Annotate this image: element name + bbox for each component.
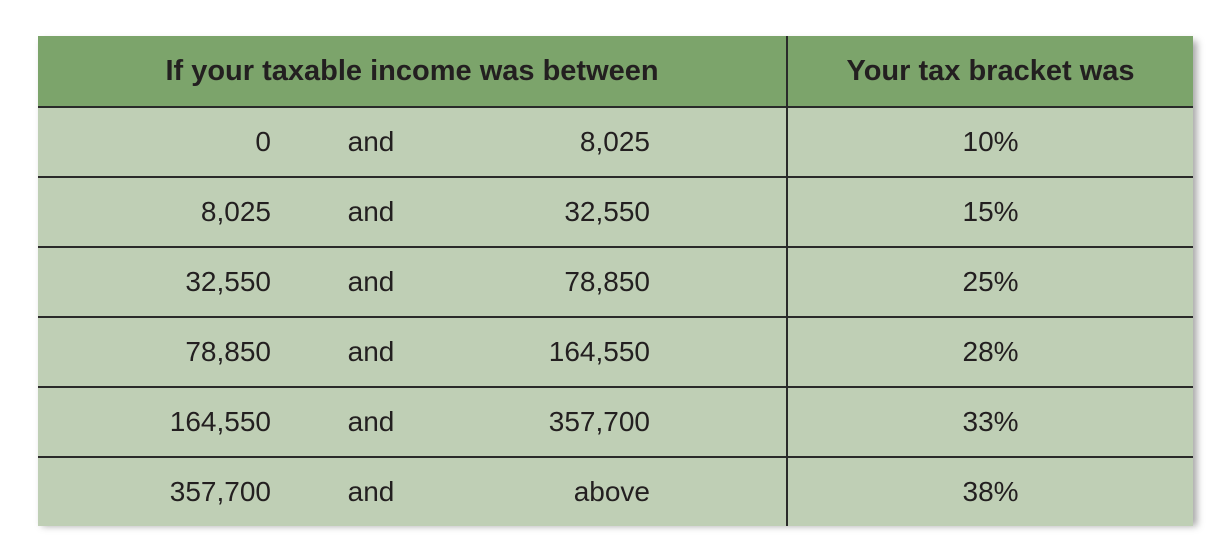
tax-bracket-table-container: If your taxable income was between Your … <box>38 36 1194 526</box>
tax-bracket-table: If your taxable income was between Your … <box>38 36 1194 526</box>
tax-rate-cell: 25% <box>786 246 1194 317</box>
and-cell: and <box>271 386 471 457</box>
income-from-cell: 357,700 <box>38 456 271 526</box>
tax-rate-cell: 38% <box>786 456 1194 526</box>
tax-rate-cell: 10% <box>786 107 1194 177</box>
and-cell: and <box>271 176 471 247</box>
and-cell: and <box>271 456 471 526</box>
and-cell: and <box>271 246 471 317</box>
and-cell: and <box>271 316 471 387</box>
table-row: 164,550 and 357,700 33% <box>38 386 1194 457</box>
table-header-row: If your taxable income was between Your … <box>38 36 1194 108</box>
spacer-cell <box>650 246 788 317</box>
income-from-cell: 78,850 <box>38 316 271 387</box>
income-to-cell: 32,550 <box>471 176 650 247</box>
income-from-cell: 164,550 <box>38 386 271 457</box>
and-cell: and <box>271 107 471 177</box>
income-to-cell: 357,700 <box>471 386 650 457</box>
table-row: 0 and 8,025 10% <box>38 107 1194 177</box>
income-from-cell: 8,025 <box>38 176 271 247</box>
table-row: 8,025 and 32,550 15% <box>38 176 1194 247</box>
spacer-cell <box>650 176 788 247</box>
tax-rate-cell: 15% <box>786 176 1194 247</box>
spacer-cell <box>650 386 788 457</box>
table-row: 357,700 and above 38% <box>38 456 1194 526</box>
income-range-header: If your taxable income was between <box>38 36 788 108</box>
income-from-cell: 0 <box>38 107 271 177</box>
spacer-cell <box>650 316 788 387</box>
income-from-cell: 32,550 <box>38 246 271 317</box>
spacer-cell <box>650 107 788 177</box>
tax-rate-cell: 28% <box>786 316 1194 387</box>
spacer-cell <box>650 456 788 526</box>
tax-rate-cell: 33% <box>786 386 1194 457</box>
tax-bracket-header: Your tax bracket was <box>786 36 1194 108</box>
income-to-cell: 78,850 <box>471 246 650 317</box>
income-to-cell: above <box>471 456 650 526</box>
table-row: 32,550 and 78,850 25% <box>38 246 1194 317</box>
table-row: 78,850 and 164,550 28% <box>38 316 1194 387</box>
income-to-cell: 164,550 <box>471 316 650 387</box>
income-to-cell: 8,025 <box>471 107 650 177</box>
